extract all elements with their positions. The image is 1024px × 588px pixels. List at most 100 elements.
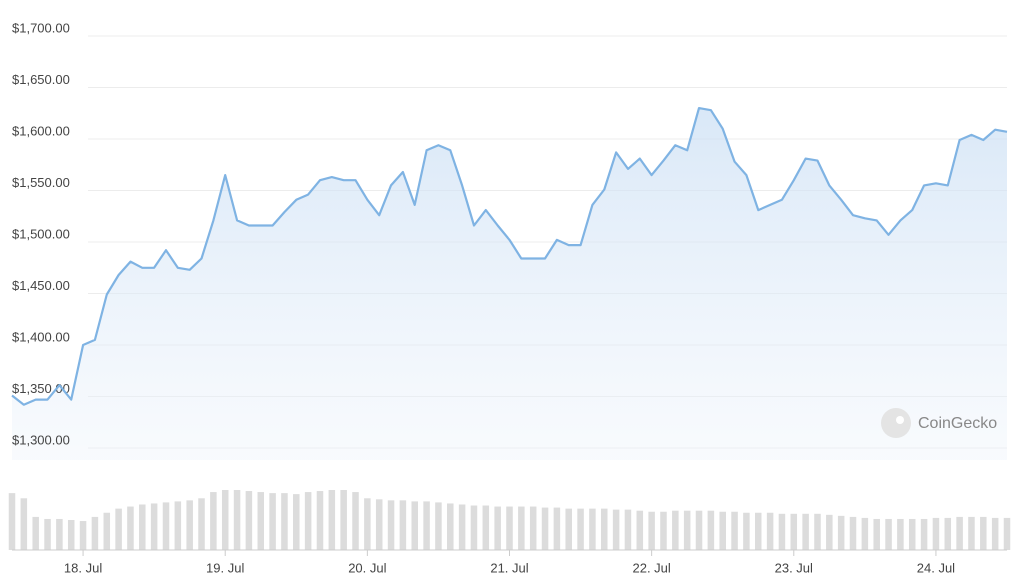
volume-bar <box>837 515 845 550</box>
volume-bar <box>897 518 904 550</box>
volume-bar <box>683 510 691 550</box>
volume-bar <box>778 513 786 550</box>
volume-bar <box>541 507 549 550</box>
volume-bar <box>91 516 99 550</box>
watermark-eye <box>896 416 904 424</box>
volume-bar <box>908 518 916 550</box>
volume-bar <box>399 500 407 550</box>
volume-bar <box>802 513 809 550</box>
watermark-icon <box>881 408 911 438</box>
y-tick-label: $1,550.00 <box>12 175 70 190</box>
area-fill <box>12 108 1007 460</box>
volume-bar <box>233 490 241 550</box>
volume-bar <box>115 508 122 550</box>
volume-bar <box>920 518 928 550</box>
volume-bar <box>956 516 963 550</box>
volume-bar <box>458 504 466 550</box>
volume-bar <box>470 505 478 550</box>
volume-bar <box>1003 517 1011 550</box>
volume-bar <box>849 516 857 550</box>
watermark: CoinGecko <box>881 408 997 438</box>
volume-bar <box>968 516 975 550</box>
volume-bar <box>743 512 750 550</box>
volume-bar <box>221 490 229 550</box>
volume-bar <box>423 501 430 550</box>
volume-bar <box>553 507 561 550</box>
volume-bar <box>186 500 193 550</box>
y-tick-label: $1,500.00 <box>12 226 70 241</box>
volume-bar <box>672 510 679 550</box>
volume-bar <box>44 518 51 550</box>
volume-bar <box>980 516 987 550</box>
volume-bar <box>885 518 892 550</box>
x-tick-label: 18. Jul <box>64 560 102 575</box>
volume-bar <box>932 517 940 550</box>
volume-bar <box>32 516 39 550</box>
volume-bar <box>565 508 572 550</box>
volume-bar <box>814 513 821 550</box>
x-tick-label: 23. Jul <box>775 560 813 575</box>
volume-bar <box>529 506 537 550</box>
volume-bar <box>67 520 75 550</box>
volume-bar <box>506 506 513 550</box>
y-tick-label: $1,300.00 <box>12 432 70 447</box>
volume-bar <box>601 508 608 550</box>
volume-bar <box>494 506 501 550</box>
x-tick-label: 22. Jul <box>632 560 670 575</box>
volume-bar <box>577 508 584 550</box>
volume-bar <box>695 510 703 550</box>
y-tick-label: $1,600.00 <box>12 123 70 138</box>
x-tick-label: 21. Jul <box>490 560 528 575</box>
volume-bar <box>660 511 667 550</box>
volume-bar <box>174 501 182 550</box>
x-tick-label: 20. Jul <box>348 560 386 575</box>
y-tick-label: $1,700.00 <box>12 20 70 35</box>
volume-bar <box>766 512 774 550</box>
volume-bar <box>210 492 217 550</box>
volume-bar <box>589 508 596 550</box>
volume-bar <box>328 490 336 550</box>
volume-bar <box>612 509 620 550</box>
volume-bar <box>624 509 632 550</box>
volume-bar <box>364 498 371 550</box>
volume-bar <box>198 498 205 550</box>
volume-bar <box>281 493 288 550</box>
volume-bar <box>991 517 999 550</box>
volume-bar <box>162 502 170 550</box>
x-tick-label: 24. Jul <box>917 560 955 575</box>
volume-bar <box>707 510 715 550</box>
volume-bar <box>518 506 525 550</box>
volume-bar <box>636 510 644 550</box>
volume-bar <box>387 500 395 550</box>
volume-bar <box>56 518 63 550</box>
volume-bar <box>447 503 454 550</box>
volume-bar <box>103 512 111 550</box>
volume-bar <box>648 511 655 550</box>
price-line <box>11 107 1008 406</box>
y-tick-label: $1,350.00 <box>12 381 70 396</box>
volume-bar <box>944 517 952 550</box>
volume-bar <box>754 512 762 550</box>
volume-bar <box>861 517 869 550</box>
volume-bar <box>20 498 28 550</box>
volume-bar <box>411 501 418 550</box>
volume-bar <box>352 492 359 550</box>
volume-bar <box>139 504 146 550</box>
volume-bar <box>79 521 87 550</box>
volume-bar <box>269 493 276 550</box>
volume-bar <box>375 499 383 550</box>
volume-bar <box>245 491 253 550</box>
volume-bar <box>873 518 880 550</box>
volume-bar <box>731 511 738 550</box>
y-tick-label: $1,650.00 <box>12 72 70 87</box>
x-tick-label: 19. Jul <box>206 560 244 575</box>
watermark-text: CoinGecko <box>918 415 997 432</box>
volume-bar <box>127 506 134 550</box>
volume-bar <box>790 513 798 550</box>
volume-bar <box>435 502 442 550</box>
volume-bar <box>304 492 312 550</box>
volume-bar <box>257 492 265 550</box>
volume-bar <box>150 503 158 550</box>
volume-bar <box>826 514 833 550</box>
